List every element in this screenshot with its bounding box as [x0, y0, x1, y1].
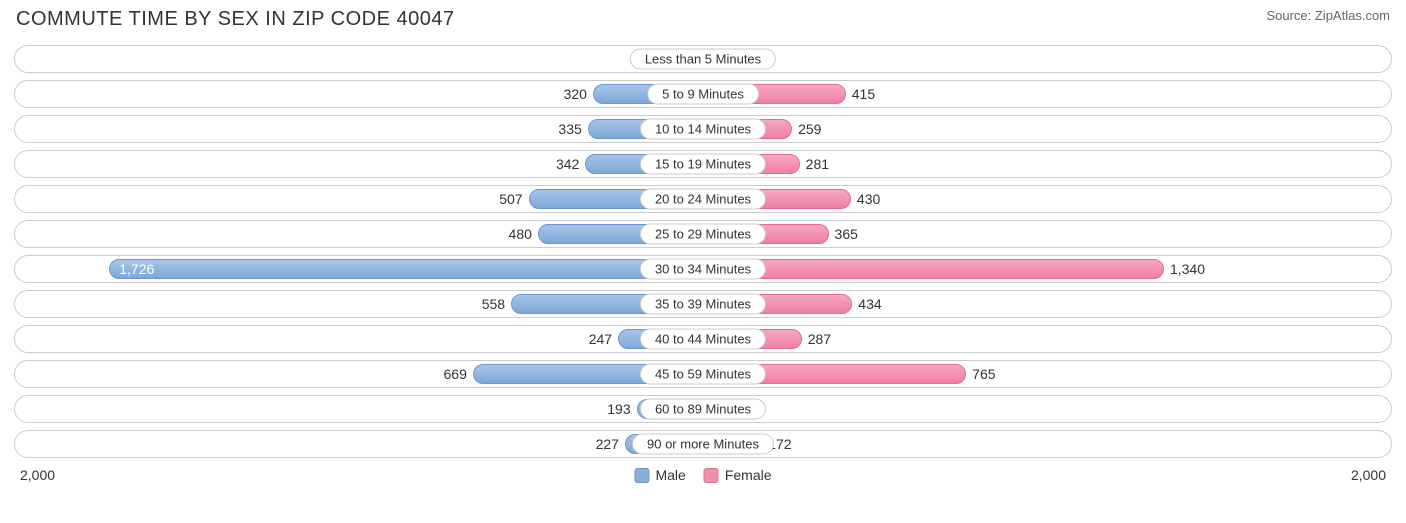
male-value: 558: [482, 291, 511, 317]
chart-row: 507 430 20 to 24 Minutes: [14, 185, 1392, 213]
diverging-bar-chart: 5758Less than 5 Minutes 320 415 5 to 9 Minu…: [0, 45, 1406, 458]
category-label: 5 to 9 Minutes: [647, 84, 759, 105]
male-value: 669: [444, 361, 473, 387]
chart-row: 1937760 to 89 Minutes: [14, 395, 1392, 423]
category-label: 25 to 29 Minutes: [640, 224, 766, 245]
male-value: 193: [607, 396, 636, 422]
chart-row: 320 415 5 to 9 Minutes: [14, 80, 1392, 108]
axis-max-right: 2,000: [1351, 467, 1386, 483]
male-bar: [109, 259, 703, 279]
female-value: 281: [800, 151, 829, 177]
legend-item-female: Female: [704, 467, 772, 483]
category-label: 40 to 44 Minutes: [640, 329, 766, 350]
chart-row: 480 365 25 to 29 Minutes: [14, 220, 1392, 248]
male-value: 335: [558, 116, 587, 142]
category-label: 45 to 59 Minutes: [640, 364, 766, 385]
category-label: Less than 5 Minutes: [630, 49, 776, 70]
category-label: 35 to 39 Minutes: [640, 294, 766, 315]
female-value: 430: [851, 186, 880, 212]
chart-row: 5758Less than 5 Minutes: [14, 45, 1392, 73]
chart-footer: 2,000 Male Female 2,000: [0, 465, 1406, 483]
chart-row: 335 259 10 to 14 Minutes: [14, 115, 1392, 143]
male-value: 507: [499, 186, 528, 212]
male-value: 342: [556, 151, 585, 177]
legend-item-male: Male: [634, 467, 685, 483]
legend: Male Female: [634, 467, 771, 483]
chart-row: 22717290 or more Minutes: [14, 430, 1392, 458]
axis-max-left: 2,000: [20, 467, 55, 483]
male-value: 480: [509, 221, 538, 247]
female-value: 434: [852, 291, 881, 317]
female-value: 259: [792, 116, 821, 142]
category-label: 60 to 89 Minutes: [640, 399, 766, 420]
chart-source: Source: ZipAtlas.com: [1266, 8, 1390, 23]
female-value: 365: [829, 221, 858, 247]
male-value: 227: [596, 431, 625, 457]
category-label: 10 to 14 Minutes: [640, 119, 766, 140]
chart-row: 342 281 15 to 19 Minutes: [14, 150, 1392, 178]
category-label: 90 or more Minutes: [632, 434, 774, 455]
chart-row: 247 287 40 to 44 Minutes: [14, 325, 1392, 353]
male-value: 320: [564, 81, 593, 107]
female-value: 287: [802, 326, 831, 352]
chart-title: COMMUTE TIME BY SEX IN ZIP CODE 40047: [16, 8, 455, 31]
category-label: 20 to 24 Minutes: [640, 189, 766, 210]
category-label: 15 to 19 Minutes: [640, 154, 766, 175]
category-label: 30 to 34 Minutes: [640, 259, 766, 280]
chart-row: 1,726 1,340 30 to 34 Minutes: [14, 255, 1392, 283]
female-bar: [703, 259, 1164, 279]
chart-row: 669 765 45 to 59 Minutes: [14, 360, 1392, 388]
male-value: 247: [589, 326, 618, 352]
male-swatch-icon: [634, 468, 649, 483]
chart-row: 558 434 35 to 39 Minutes: [14, 290, 1392, 318]
male-value: 1,726: [109, 256, 154, 282]
female-swatch-icon: [704, 468, 719, 483]
female-value: 765: [966, 361, 995, 387]
female-value: 415: [846, 81, 875, 107]
chart-header: COMMUTE TIME BY SEX IN ZIP CODE 40047 So…: [0, 0, 1406, 45]
female-value: 1,340: [1164, 256, 1205, 282]
legend-female-label: Female: [725, 467, 772, 483]
legend-male-label: Male: [655, 467, 685, 483]
